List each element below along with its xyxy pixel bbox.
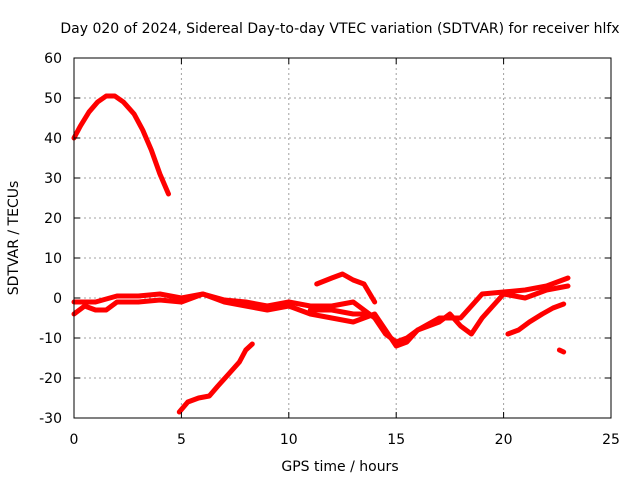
chart-title: Day 020 of 2024, Sidereal Day-to-day VTE… (60, 21, 619, 37)
y-tick-label: -20 (39, 371, 62, 387)
x-tick-label: 25 (602, 432, 620, 448)
data-series-track-2 (176, 341, 255, 415)
y-tick-label: 50 (44, 91, 62, 107)
y-tick-label: 20 (44, 211, 62, 227)
data-series-track-3 (71, 275, 571, 345)
axis-ticks (73, 57, 612, 419)
y-tick-label: -30 (39, 411, 62, 427)
x-tick-label: 20 (495, 432, 513, 448)
x-tick-label: 15 (387, 432, 405, 448)
y-tick-label: 30 (44, 171, 62, 187)
y-tick-label: 60 (44, 51, 62, 67)
data-series (71, 93, 571, 415)
y-axis-label: SDTVAR / TECUs (6, 181, 22, 296)
data-series-track-8 (556, 347, 567, 355)
y-tick-label: 10 (44, 251, 62, 267)
data-series-track-5 (307, 307, 367, 317)
y-tick-label: 40 (44, 131, 62, 147)
grid-lines (74, 58, 611, 418)
x-tick-label: 10 (280, 432, 298, 448)
data-series-track-1 (71, 93, 171, 197)
x-tick-label: 0 (70, 432, 79, 448)
data-series-track-6 (314, 271, 378, 305)
data-series-track-7 (505, 301, 567, 337)
data-series-track-4 (71, 283, 571, 349)
y-tick-label: -10 (39, 331, 62, 347)
y-tick-label: 0 (53, 291, 62, 307)
x-tick-label: 5 (177, 432, 186, 448)
x-axis-label: GPS time / hours (281, 459, 398, 475)
plot-frame (73, 57, 612, 419)
x-tick-labels: 0 5 10 15 20 25 (70, 432, 620, 448)
y-tick-labels: -30 -20 -10 0 10 20 30 40 50 60 (39, 51, 62, 427)
